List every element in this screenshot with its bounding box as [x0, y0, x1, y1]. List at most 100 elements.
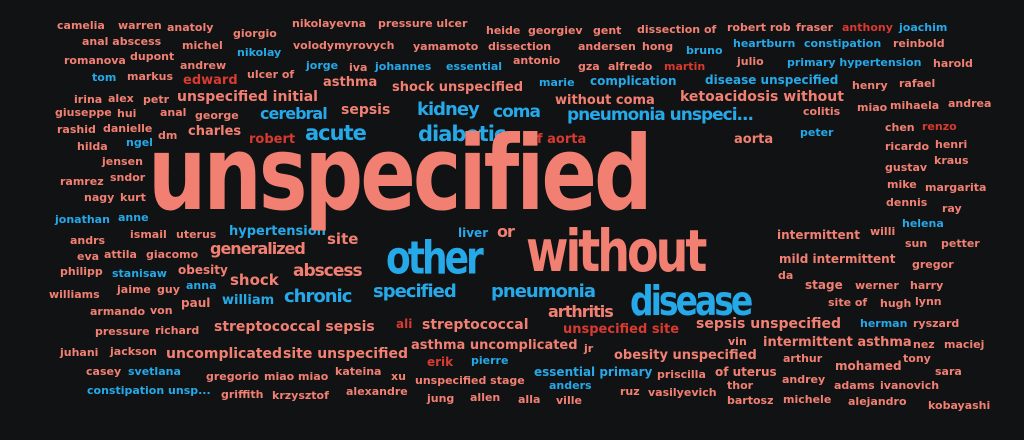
cloud-word: attila — [104, 248, 137, 261]
cloud-word: mihaela — [890, 99, 940, 112]
cloud-word: arthritis — [548, 302, 614, 321]
cloud-word: giacomo — [146, 248, 199, 261]
cloud-word: shock unspecified — [392, 80, 524, 95]
cloud-word: margarita — [925, 181, 987, 194]
cloud-word: richard — [155, 324, 200, 337]
cloud-word: miao miao — [264, 370, 329, 383]
cloud-word: dissection of — [637, 23, 717, 36]
cloud-word: streptococcal sepsis — [214, 319, 375, 335]
cloud-word: ruz — [620, 385, 640, 398]
cloud-word: eva — [77, 250, 100, 263]
cloud-word: hypertension — [229, 224, 326, 239]
cloud-word: uterus — [176, 228, 217, 241]
cloud-word: ulcer of — [247, 68, 295, 81]
cloud-word: warren — [118, 19, 162, 32]
cloud-word: kobayashi — [928, 399, 991, 412]
cloud-word: jung — [427, 392, 455, 405]
cloud-word: intermittent asthma — [763, 335, 912, 350]
cloud-word: site unspecified — [283, 346, 408, 362]
cloud-word: dissection — [488, 40, 552, 53]
cloud-word: andrea — [948, 97, 992, 110]
cloud-word: guy — [157, 283, 180, 296]
cloud-word: ivanovich — [880, 379, 940, 392]
cloud-word: miao — [857, 101, 888, 114]
cloud-word: romanova — [64, 54, 126, 67]
cloud-word: dupont — [130, 50, 175, 63]
cloud-word: of aorta — [528, 132, 587, 147]
cloud-word: anthony — [842, 21, 893, 34]
cloud-word: arthur — [783, 352, 823, 365]
cloud-word: camelia — [57, 19, 105, 32]
cloud-word: coma — [493, 102, 541, 122]
cloud-word: herman — [860, 317, 908, 330]
cloud-word: streptococcal — [422, 317, 529, 333]
cloud-word: vin — [728, 335, 747, 348]
cloud-word: griffith — [221, 388, 264, 401]
cloud-word: nez — [913, 338, 935, 351]
cloud-word: mohamed — [835, 359, 902, 373]
cloud-word: anatoly — [167, 21, 214, 34]
cloud-word: sepsis unspecified — [696, 316, 841, 332]
cloud-word: asthma uncomplicated — [411, 338, 578, 353]
cloud-word: maciej — [944, 338, 985, 351]
cloud-word: anna — [186, 279, 217, 292]
cloud-word: rashid — [57, 123, 96, 136]
cloud-word: essential — [446, 60, 503, 73]
cloud-word: pressure — [95, 325, 150, 338]
cloud-word: rafael — [899, 77, 936, 90]
cloud-word: ngel — [126, 136, 153, 149]
cloud-word: petr — [143, 93, 170, 106]
cloud-word: intermittent — [777, 228, 860, 242]
cloud-word: peter — [800, 126, 834, 139]
cloud-word: obesity unspecified — [614, 348, 757, 363]
cloud-word: uncomplicated — [166, 346, 283, 362]
cloud-word: without coma — [555, 93, 655, 108]
cloud-word: or — [497, 222, 515, 241]
cloud-word: disease unspecified — [705, 73, 839, 87]
cloud-word: alla — [518, 393, 541, 406]
cloud-word: renzo — [922, 120, 957, 133]
cloud-word: henri — [935, 138, 968, 151]
cloud-word: petter — [941, 237, 980, 250]
cloud-word: da — [778, 269, 794, 282]
cloud-word: diabetic — [418, 122, 506, 146]
cloud-word: lynn — [915, 295, 942, 308]
cloud-word: paul — [181, 296, 211, 310]
cloud-word: shock — [230, 271, 279, 289]
cloud-word: harold — [933, 57, 973, 70]
cloud-word: kurt — [120, 191, 146, 204]
cloud-word: armando — [90, 305, 145, 318]
cloud-word: mike — [887, 178, 917, 191]
cloud-word: gent — [593, 24, 622, 37]
cloud-word: robert rob — [727, 21, 791, 34]
cloud-word: ryszard — [913, 317, 960, 330]
cloud-word: site of — [828, 296, 868, 309]
cloud-word: bartosz — [727, 394, 774, 407]
cloud-word: alexandre — [346, 385, 408, 398]
cloud-word: volodymyrovych — [293, 39, 395, 52]
cloud-word: alex — [108, 92, 134, 105]
cloud-word: von — [150, 304, 173, 317]
cloud-word: disease — [630, 276, 753, 325]
cloud-word: ali — [396, 317, 413, 331]
cloud-word: sara — [935, 365, 962, 378]
cloud-word: xu — [391, 370, 406, 383]
cloud-word: other — [386, 233, 484, 285]
cloud-word: chen — [885, 121, 915, 134]
cloud-word: essential primary — [534, 365, 653, 379]
cloud-word: krzysztof — [272, 389, 329, 402]
cloud-word: complication — [590, 74, 677, 88]
cloud-word: dm — [158, 129, 178, 142]
cloud-word: danielle — [103, 122, 153, 135]
cloud-word: alejandro — [848, 395, 907, 408]
cloud-word: anne — [118, 211, 149, 224]
cloud-word: without — [526, 217, 707, 285]
cloud-word: jackson — [110, 345, 157, 358]
cloud-word: giuseppe — [55, 106, 112, 119]
cloud-word: sun — [905, 237, 928, 250]
cloud-word: sepsis — [341, 102, 391, 118]
cloud-word: anders — [549, 379, 592, 392]
cloud-word: colitis — [803, 105, 841, 118]
cloud-word: nikolayevna — [292, 17, 367, 30]
cloud-word: jaime — [117, 283, 151, 296]
